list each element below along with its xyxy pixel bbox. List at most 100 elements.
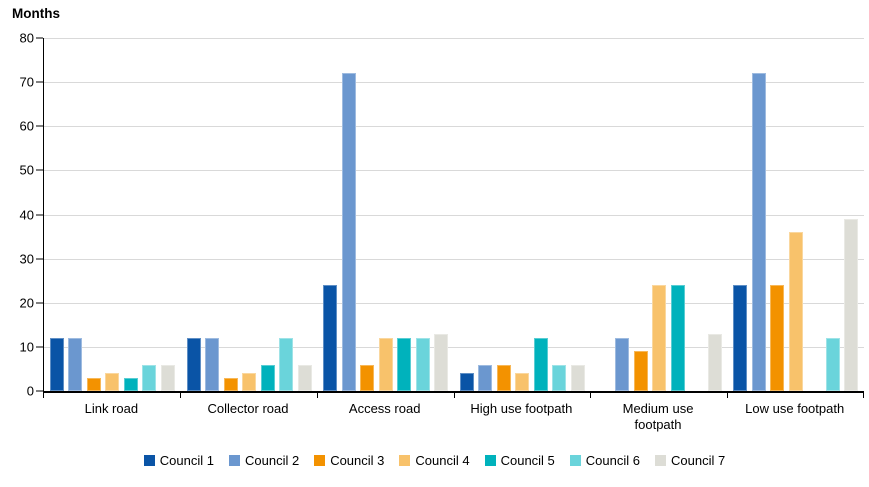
category-label: Link road (84, 401, 139, 416)
x-tick (43, 393, 44, 398)
x-tick (316, 393, 318, 398)
bar (142, 364, 157, 391)
y-tick (36, 214, 43, 215)
plot-area (43, 38, 864, 393)
y-tick (36, 258, 43, 260)
legend-label: Council 2 (244, 453, 300, 468)
y-tick-label: 50 (19, 162, 34, 178)
bar (297, 364, 312, 391)
bar-group (44, 38, 181, 391)
y-tick (36, 169, 43, 171)
gridline (44, 214, 864, 216)
y-tick-label: 80 (19, 30, 34, 46)
bar (552, 364, 567, 391)
bar (260, 364, 275, 391)
x-tick (727, 393, 729, 398)
gridline (44, 38, 864, 39)
gridline (44, 126, 864, 128)
bar (652, 285, 667, 391)
legend-swatch (228, 455, 240, 466)
gridline (44, 258, 864, 260)
category-label: Medium use footpath (622, 401, 694, 433)
gridline (44, 302, 864, 304)
legend-swatch (399, 455, 411, 466)
legend-label: Council 1 (159, 453, 214, 468)
bar (205, 338, 219, 391)
y-axis-labels: 0 10 20 30 40 50 60 70 80 (0, 31, 34, 399)
y-tick (36, 125, 43, 127)
bar-group (181, 38, 318, 391)
chart-title: Months (12, 6, 60, 21)
y-tick-label: 20 (19, 295, 34, 311)
bar-groups (44, 38, 864, 391)
y-tick-label: 10 (19, 339, 34, 355)
bar (515, 373, 530, 391)
y-tick (36, 346, 43, 348)
category-label: Access road (348, 401, 421, 416)
bar (160, 364, 175, 391)
bar (341, 73, 356, 391)
x-tick (863, 393, 864, 398)
bar (633, 351, 648, 391)
bar (751, 73, 766, 391)
legend-item: Council 6 (569, 453, 640, 468)
bar (186, 338, 201, 391)
bar (788, 232, 803, 391)
bar (615, 338, 630, 391)
legend-item: Council 1 (143, 453, 214, 468)
bar (105, 373, 120, 391)
x-axis-labels: Link road Collector road Access road High u… (43, 401, 863, 434)
bar (844, 218, 859, 391)
y-tick (36, 37, 43, 39)
legend-item: Council 2 (228, 453, 300, 468)
bar (570, 364, 585, 391)
gridline (44, 346, 864, 348)
bar (397, 338, 412, 391)
y-tick (36, 302, 43, 304)
bar (223, 377, 238, 391)
category-label: Collector road (207, 401, 289, 416)
legend-item: Council 5 (484, 453, 555, 468)
legend-swatch (314, 455, 326, 466)
legend-swatch (143, 455, 155, 466)
legend-label: Council 6 (585, 453, 640, 468)
gridline (44, 82, 864, 84)
bar-group (454, 38, 591, 391)
y-tick-label: 0 (26, 383, 34, 399)
legend-item: Council 7 (655, 453, 725, 468)
legend-label: Council 5 (500, 453, 555, 468)
bar-group (317, 38, 454, 391)
bar (825, 338, 840, 391)
y-tick-label: 60 (19, 118, 34, 134)
bar (49, 338, 64, 391)
bar (123, 377, 138, 391)
y-tick-label: 40 (19, 207, 34, 222)
category-label: Low use footpath (745, 401, 845, 416)
bar (86, 377, 101, 391)
bar (323, 285, 338, 391)
legend: Council 1 Council 2 Council 3 Council 4 Coun… (0, 453, 869, 468)
legend-swatch (655, 455, 666, 466)
bar (279, 338, 293, 391)
y-tick-label: 30 (19, 251, 34, 267)
bar (733, 285, 748, 391)
y-tick (36, 390, 43, 392)
gridline (44, 170, 864, 172)
bar (478, 364, 493, 391)
legend-label: Council 7 (671, 453, 726, 468)
bar (670, 285, 685, 391)
legend-swatch (484, 455, 496, 466)
category-label: High use footpath (470, 401, 573, 416)
x-tick (179, 393, 181, 398)
bar (242, 373, 256, 391)
legend-item: Council 4 (399, 453, 470, 468)
bar-group (591, 38, 728, 391)
bar (770, 285, 785, 391)
bar (533, 338, 548, 391)
bar (707, 333, 722, 391)
legend-item: Council 3 (314, 453, 384, 468)
gridlines (44, 38, 864, 391)
x-tick (590, 393, 592, 398)
bar-group (727, 38, 864, 391)
